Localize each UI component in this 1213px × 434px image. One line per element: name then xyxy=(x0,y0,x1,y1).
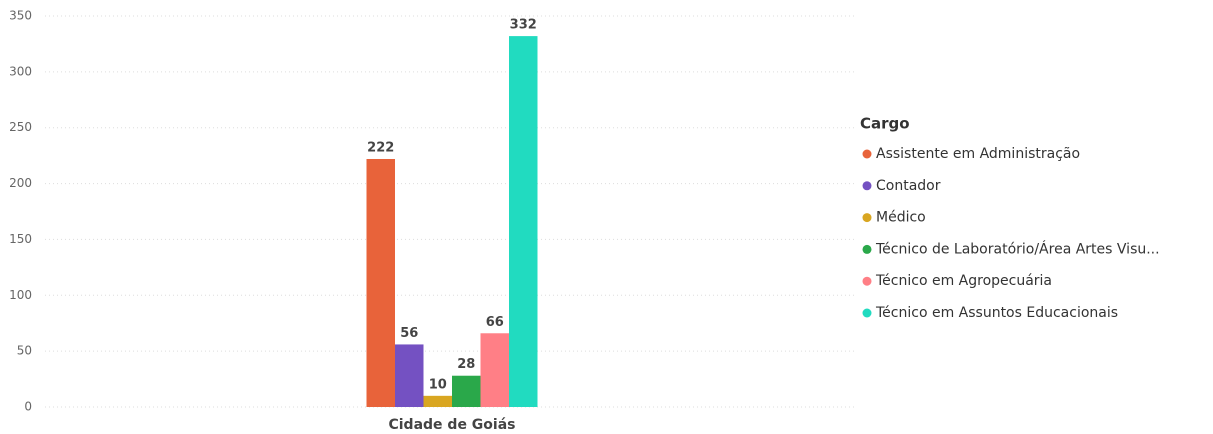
legend-marker xyxy=(862,244,872,254)
data-label: 28 xyxy=(457,357,475,372)
data-label: 332 xyxy=(510,18,537,33)
legend-label: Contador xyxy=(876,178,941,194)
y-tick-label: 350 xyxy=(9,9,32,23)
legend-marker xyxy=(862,181,872,191)
bar xyxy=(509,36,538,407)
bar xyxy=(395,344,424,407)
y-tick-label: 100 xyxy=(9,288,32,302)
y-tick-label: 50 xyxy=(17,344,32,358)
y-tick-label: 200 xyxy=(9,176,32,190)
bar xyxy=(480,333,509,407)
x-tick-label: Cidade de Goiás xyxy=(388,417,515,433)
legend-label: Técnico em Agropecuária xyxy=(875,273,1052,289)
legend-marker xyxy=(862,308,872,318)
legend-marker xyxy=(862,276,872,286)
data-label: 222 xyxy=(367,140,394,155)
data-label: 66 xyxy=(486,315,504,330)
legend-title: Cargo xyxy=(860,115,910,133)
legend-label: Técnico de Laboratório/Área Artes Visu..… xyxy=(875,240,1160,257)
bar xyxy=(452,375,481,407)
y-tick-label: 300 xyxy=(9,64,32,78)
legend-label: Médico xyxy=(876,210,926,226)
bar xyxy=(366,158,395,407)
bar xyxy=(423,395,452,407)
y-tick-label: 250 xyxy=(9,120,32,134)
y-tick-label: 0 xyxy=(24,400,32,414)
data-label: 56 xyxy=(400,326,418,341)
y-tick-label: 150 xyxy=(9,232,32,246)
legend-marker xyxy=(862,149,872,159)
data-label: 10 xyxy=(429,377,447,392)
legend-label: Técnico em Assuntos Educacionais xyxy=(875,305,1118,321)
legend-marker xyxy=(862,213,872,223)
legend-label: Assistente em Administração xyxy=(876,146,1080,162)
